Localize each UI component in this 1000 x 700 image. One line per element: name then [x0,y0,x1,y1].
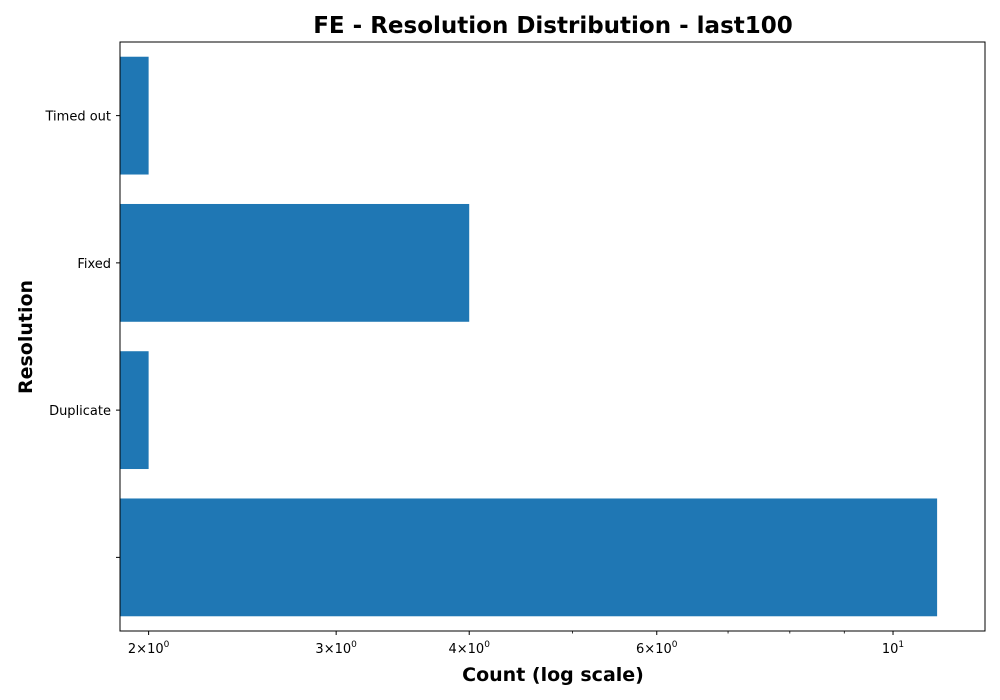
bar-blank [120,498,938,617]
y-tick-label: Fixed [77,257,111,272]
plot-area [120,56,938,617]
y-axis-label: Resolution [15,280,37,394]
chart-title: FE - Resolution Distribution - last100 [313,13,793,39]
x-tick-label: 3×100 [315,640,357,657]
bar-timed-out [120,56,149,175]
y-tick-label: Duplicate [49,404,111,419]
x-tick-label: 2×100 [128,640,170,657]
x-tick-label: 4×100 [448,640,490,657]
x-axis: 2×100 3×100 4×100 6×100 101 [128,631,904,657]
x-axis-label: Count (log scale) [462,664,644,686]
x-tick-label: 6×100 [636,640,678,657]
x-tick-label: 101 [882,640,904,657]
bar-duplicate [120,351,149,470]
plot-frame [119,41,986,632]
y-axis: Duplicate Fixed Timed out [45,110,120,558]
bar-fixed [120,203,470,322]
y-tick-label: Timed out [45,110,112,125]
